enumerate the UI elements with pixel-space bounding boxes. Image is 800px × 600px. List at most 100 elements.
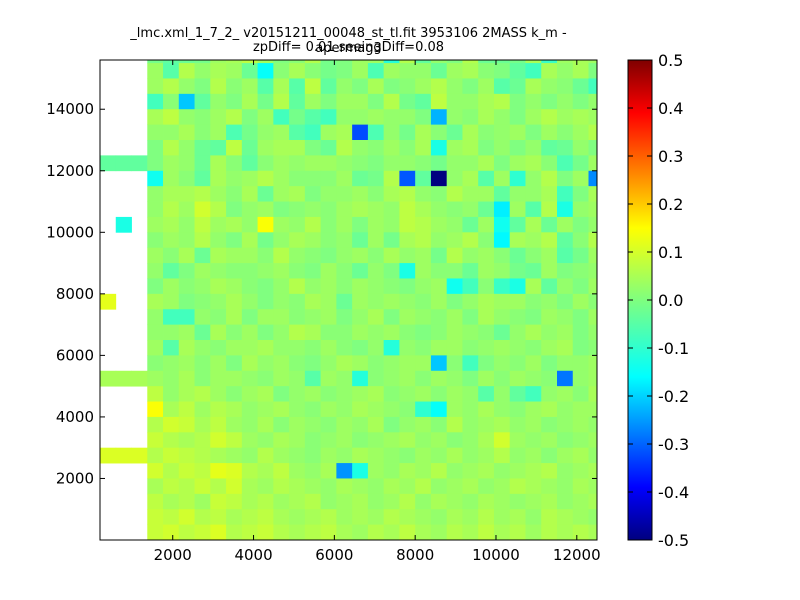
heatmap-cell (273, 493, 290, 510)
heatmap-cell (163, 463, 180, 479)
heatmap-cell (273, 293, 290, 310)
heatmap-cell (336, 447, 353, 464)
heatmap-cell (588, 447, 598, 464)
heatmap-cell (304, 93, 322, 110)
heatmap-cell (478, 155, 495, 172)
heatmap-cell (462, 524, 479, 541)
heatmap-cell (241, 186, 258, 202)
heatmap-cell (572, 324, 589, 341)
heatmap-cell (178, 493, 195, 510)
heatmap-cell (557, 524, 574, 541)
heatmap-cell (430, 109, 448, 126)
heatmap-cell (572, 247, 589, 264)
heatmap-cell (462, 155, 479, 172)
heatmap-cell (430, 155, 448, 172)
heatmap-cell (462, 216, 479, 233)
heatmap-cell (430, 63, 448, 79)
heatmap-cell (194, 155, 211, 172)
heatmap-cell (210, 124, 227, 141)
heatmap-cell (194, 432, 211, 449)
heatmap-cell (304, 186, 322, 202)
heatmap-cell (541, 201, 558, 218)
heatmap-cell (336, 232, 353, 249)
heatmap-cell (588, 524, 598, 541)
heatmap-cell (541, 309, 558, 326)
heatmap-cell (557, 63, 574, 79)
heatmap-cell (100, 155, 117, 172)
heatmap-cell (289, 463, 306, 479)
heatmap-cell (572, 370, 589, 387)
heatmap-cell (163, 78, 180, 95)
heatmap-cell (336, 78, 353, 95)
heatmap-cell (163, 186, 180, 202)
heatmap-cell (352, 355, 369, 372)
heatmap-cell (163, 355, 180, 372)
heatmap-cell (430, 524, 448, 541)
heatmap-cell (383, 416, 400, 433)
heatmap-cell (446, 93, 463, 110)
heatmap-cell (446, 155, 463, 172)
heatmap-cell (320, 201, 337, 218)
heatmap-cell (493, 432, 511, 449)
heatmap-cell (525, 447, 542, 464)
heatmap-cell (257, 201, 274, 218)
colorbar-tick-label: -0.2 (658, 387, 689, 406)
heatmap-cell (194, 109, 211, 126)
colorbar-tick-label: 0.3 (658, 147, 683, 166)
heatmap-cell (147, 355, 164, 372)
y-tick-label: 8000 (56, 285, 94, 303)
heatmap-cell (194, 93, 211, 110)
heatmap-cell (147, 247, 164, 264)
heatmap-cell (462, 324, 479, 341)
heatmap-cell (304, 263, 322, 279)
heatmap-cell (352, 186, 369, 202)
heatmap-cell (194, 63, 211, 79)
heatmap-cell (336, 247, 353, 264)
heatmap-cell (241, 493, 258, 510)
heatmap-cell (588, 401, 598, 418)
heatmap-cell (273, 524, 290, 541)
heatmap-cell (399, 232, 416, 249)
heatmap-cell (147, 93, 164, 110)
heatmap-cell (557, 416, 574, 433)
heatmap-cell (399, 263, 416, 279)
heatmap-cell (509, 60, 526, 64)
heatmap-cell (336, 124, 353, 141)
heatmap-cell (257, 247, 274, 264)
heatmap-cell (273, 263, 290, 279)
y-tick-label: 10000 (46, 223, 94, 241)
heatmap-cell (147, 124, 164, 141)
x-tick-label: 10000 (472, 546, 520, 564)
heatmap-cell (163, 263, 180, 279)
heatmap-cell (210, 140, 227, 156)
heatmap-cell (163, 370, 180, 387)
heatmap-cell (210, 93, 227, 110)
heatmap-cell (588, 60, 598, 64)
heatmap-cell (525, 340, 542, 356)
heatmap-cell (462, 355, 479, 372)
heatmap-cell (336, 63, 353, 79)
heatmap-cell (320, 124, 337, 141)
heatmap-cell (289, 401, 306, 418)
heatmap-cell (415, 416, 432, 433)
heatmap-cell (478, 60, 495, 64)
heatmap-cell (509, 370, 526, 387)
heatmap-cell (462, 386, 479, 402)
heatmap-cell (430, 124, 448, 141)
heatmap-cell (210, 447, 227, 464)
heatmap-cell (289, 140, 306, 156)
heatmap-cell (257, 309, 274, 326)
heatmap-cell (588, 386, 598, 402)
heatmap-cell (399, 124, 416, 141)
heatmap-cell (289, 478, 306, 495)
heatmap-cell (415, 124, 432, 141)
heatmap-cell (509, 340, 526, 356)
heatmap-cell (241, 63, 258, 79)
heatmap-cell (241, 355, 258, 372)
heatmap-cell (399, 478, 416, 495)
heatmap-cell (430, 263, 448, 279)
heatmap-cell (194, 216, 211, 233)
heatmap-cell (399, 140, 416, 156)
heatmap-cell (430, 340, 448, 356)
heatmap-cell (367, 386, 385, 402)
